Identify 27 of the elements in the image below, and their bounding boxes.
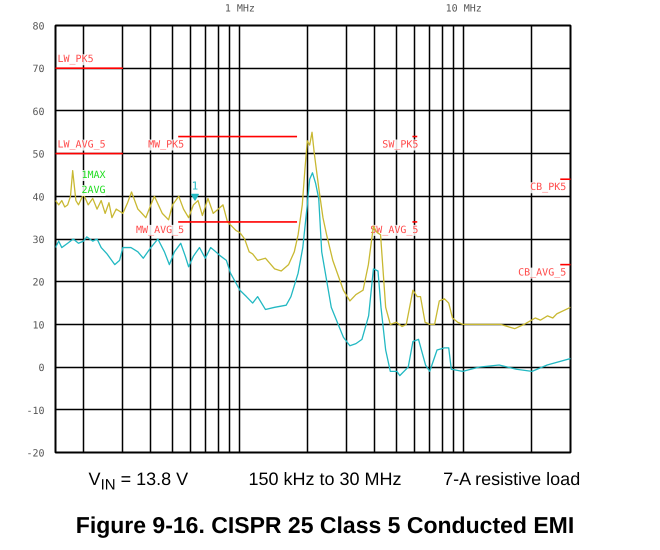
series-label: LW_PK5 [58,54,94,66]
y-tick-label: -10 [26,406,44,417]
x-tick-label: 10 MHz [446,4,482,14]
y-tick-label: 40 [32,192,45,204]
y-tick-label: 20 [32,278,45,289]
y-tick-label: 30 [32,235,45,246]
series-label: MW_PK5 [148,140,184,151]
y-tick-label: 80 [32,22,45,32]
y-tick-label: 50 [32,150,45,161]
y-tick-label: 60 [32,106,45,118]
y-tick-label: 10 [32,320,45,332]
y-tick-label: 70 [32,64,45,76]
text: 150 kHz to 30 MHz [247,468,403,491]
y-tick-label: -20 [26,448,44,460]
annotation: 1MAX [82,170,106,181]
text: Figure 9-16. CISPR 25 Class 5 Conducted EMI [74,511,576,540]
annotation: 1 [192,179,198,192]
annotation: 2AVG [82,185,106,196]
series-label: CB_AVG_5 [518,268,566,279]
y-tick-label: 0 [38,363,45,374]
series-label: LW_AVG_5 [58,140,106,151]
series-label: CB_PK5 [530,182,566,194]
series-label: SW_PK5 [382,140,418,151]
series-label: MW_AVG_5 [136,224,184,236]
text: 7-A resistive load [442,468,582,491]
x-tick-label: 1 MHz [224,4,255,14]
text: V$_{IN}$ = 13.8 V [88,468,190,496]
